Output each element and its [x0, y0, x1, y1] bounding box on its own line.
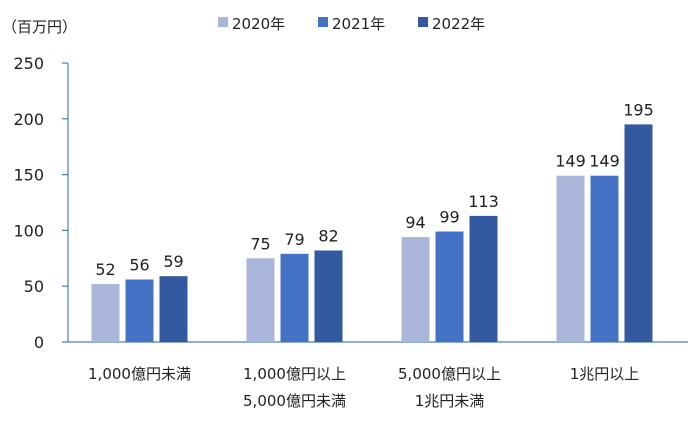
data-label: 94	[405, 213, 425, 232]
data-label: 75	[250, 234, 270, 253]
y-axis: 0 50 100 150 200 250	[13, 54, 69, 352]
y-unit-label: （百万円）	[2, 18, 77, 36]
category-label: 1兆円以上	[570, 365, 640, 383]
data-label: 99	[439, 208, 459, 227]
category-label: 1兆円未満	[415, 392, 485, 410]
legend: 2020年 2021年 2022年	[218, 15, 485, 33]
bar	[125, 279, 154, 342]
legend-swatch	[318, 17, 328, 27]
bar	[469, 215, 498, 342]
data-label: 195	[623, 100, 654, 119]
bar	[556, 175, 585, 342]
data-labels: 52 56 59 75 79 82 94 99 113 149 149 195	[95, 100, 653, 279]
legend-label: 2021年	[332, 15, 385, 33]
data-label: 149	[555, 152, 586, 171]
category-label: 1,000億円未満	[88, 365, 191, 383]
category-labels: 1,000億円未満 1,000億円以上 5,000億円未満 5,000億円以上 1兆円未…	[88, 365, 639, 410]
bars	[91, 124, 653, 342]
bar	[624, 124, 653, 342]
y-tick-label: 250	[13, 54, 44, 73]
bar	[435, 231, 464, 342]
data-label: 79	[284, 230, 304, 249]
category-label: 5,000億円未満	[243, 392, 346, 410]
data-label: 113	[468, 192, 499, 211]
bar	[590, 175, 619, 342]
data-label: 59	[163, 252, 183, 271]
bar	[401, 237, 430, 342]
y-tick-label: 50	[24, 277, 44, 296]
y-tick-label: 0	[34, 333, 44, 352]
legend-swatch	[418, 17, 428, 27]
y-tick-label: 100	[13, 221, 44, 240]
bar	[280, 253, 309, 342]
data-label: 52	[95, 260, 115, 279]
category-label: 1,000億円以上	[243, 365, 346, 383]
legend-label: 2022年	[432, 15, 485, 33]
data-label: 82	[318, 226, 338, 245]
legend-swatch	[218, 17, 228, 27]
bar	[91, 283, 120, 342]
y-tick-label: 200	[13, 110, 44, 129]
data-label: 149	[589, 152, 620, 171]
bar	[159, 276, 188, 342]
legend-label: 2020年	[232, 15, 285, 33]
bar	[246, 258, 275, 342]
data-label: 56	[129, 256, 149, 275]
bar	[314, 250, 343, 342]
category-label: 5,000億円以上	[398, 365, 501, 383]
y-tick-label: 150	[13, 166, 44, 185]
